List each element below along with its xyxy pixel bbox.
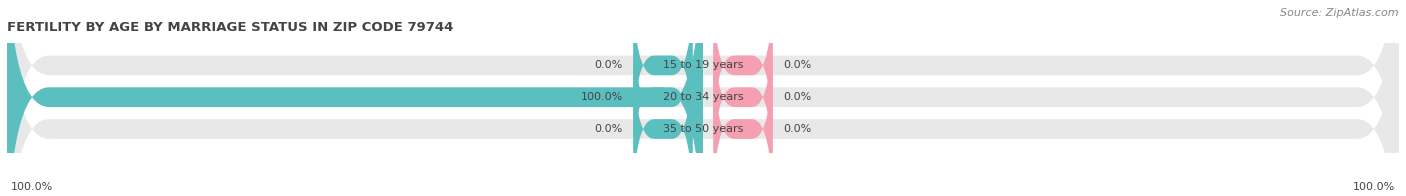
FancyBboxPatch shape	[7, 0, 1399, 196]
Text: 100.0%: 100.0%	[11, 182, 53, 192]
Text: 20 to 34 years: 20 to 34 years	[662, 92, 744, 102]
Text: 100.0%: 100.0%	[581, 92, 623, 102]
FancyBboxPatch shape	[713, 12, 773, 183]
Text: 15 to 19 years: 15 to 19 years	[662, 60, 744, 70]
Text: 0.0%: 0.0%	[595, 60, 623, 70]
Text: 35 to 50 years: 35 to 50 years	[662, 124, 744, 134]
Text: 0.0%: 0.0%	[595, 124, 623, 134]
FancyBboxPatch shape	[633, 12, 693, 183]
Text: Source: ZipAtlas.com: Source: ZipAtlas.com	[1281, 8, 1399, 18]
FancyBboxPatch shape	[633, 0, 693, 151]
Text: FERTILITY BY AGE BY MARRIAGE STATUS IN ZIP CODE 79744: FERTILITY BY AGE BY MARRIAGE STATUS IN Z…	[7, 21, 453, 34]
FancyBboxPatch shape	[7, 0, 703, 196]
FancyBboxPatch shape	[7, 0, 1399, 196]
FancyBboxPatch shape	[633, 44, 693, 196]
FancyBboxPatch shape	[7, 0, 1399, 196]
Text: 0.0%: 0.0%	[783, 60, 811, 70]
FancyBboxPatch shape	[713, 44, 773, 196]
Text: 0.0%: 0.0%	[783, 124, 811, 134]
FancyBboxPatch shape	[713, 0, 773, 151]
Text: 0.0%: 0.0%	[783, 92, 811, 102]
Text: 100.0%: 100.0%	[1353, 182, 1395, 192]
